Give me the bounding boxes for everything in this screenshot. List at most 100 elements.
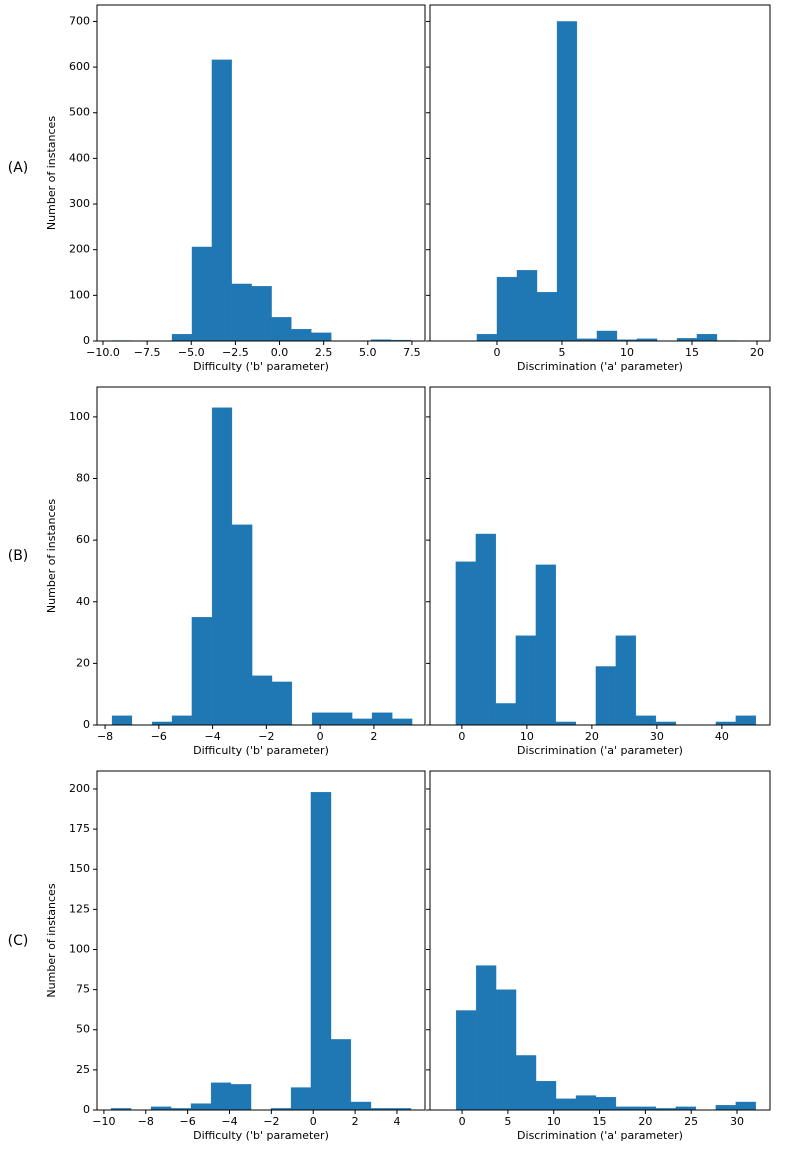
- x-axis-label: Difficulty ('b' parameter): [193, 744, 329, 757]
- y-tick-label: 0: [83, 334, 90, 347]
- bar: [715, 1105, 736, 1111]
- bar: [271, 317, 292, 342]
- x-tick-label: 4: [393, 1115, 400, 1128]
- y-axis-label: Number of instances: [45, 499, 58, 613]
- row-label: (B): [8, 548, 29, 564]
- axes-frame: [96, 386, 426, 726]
- y-tick-label: 200: [69, 782, 90, 795]
- bar: [496, 276, 518, 342]
- axes-frame: [96, 770, 426, 1111]
- y-tick-label: 125: [69, 902, 90, 915]
- row-label: (A): [8, 160, 29, 176]
- y-tick-label: 40: [76, 595, 90, 608]
- y-tick-label: 0: [83, 1103, 90, 1116]
- bar: [351, 718, 373, 726]
- x-axis-label: Difficulty ('b' parameter): [193, 360, 329, 373]
- bar: [331, 712, 353, 726]
- x-tick-label: −6: [151, 730, 167, 743]
- bar: [211, 59, 232, 342]
- bar: [171, 334, 193, 342]
- bar: [230, 1084, 252, 1111]
- y-tick-label: 600: [69, 60, 90, 73]
- x-tick-label: 5: [558, 346, 565, 359]
- y-tick-label: 60: [76, 533, 90, 546]
- x-tick-label: 20: [585, 730, 599, 743]
- y-tick-label: 175: [69, 822, 90, 835]
- x-tick-label: 40: [715, 730, 729, 743]
- y-tick-label: 200: [69, 243, 90, 256]
- bar: [696, 334, 718, 342]
- y-axis-label: Number of instances: [45, 883, 58, 997]
- x-tick-label: 7.5: [403, 346, 421, 359]
- bar: [595, 666, 617, 726]
- y-tick-label: 50: [76, 1023, 90, 1036]
- x-tick-label: −10.0: [86, 346, 120, 359]
- x-axis-label: Discrimination ('a' parameter): [517, 360, 683, 373]
- y-tick-label: 75: [76, 983, 90, 996]
- x-axis-label: Difficulty ('b' parameter): [193, 1129, 329, 1142]
- bar: [475, 965, 497, 1111]
- x-tick-label: −10: [92, 1115, 115, 1128]
- row-label: (C): [8, 933, 29, 949]
- axes-frame: [429, 4, 771, 342]
- x-tick-label: 30: [650, 730, 664, 743]
- y-tick-label: 20: [76, 656, 90, 669]
- bar: [290, 1087, 312, 1111]
- x-tick-label: 0: [459, 1115, 466, 1128]
- bar: [476, 334, 498, 342]
- bar: [231, 524, 253, 726]
- bar: [536, 292, 558, 342]
- x-tick-label: 15: [593, 1115, 607, 1128]
- bar: [595, 1097, 617, 1111]
- bar: [392, 718, 413, 726]
- y-tick-label: 150: [69, 862, 90, 875]
- axes-frame: [96, 4, 426, 342]
- x-axis-label: Discrimination ('a' parameter): [517, 1129, 683, 1142]
- bar: [291, 328, 312, 342]
- x-tick-label: 25: [684, 1115, 698, 1128]
- x-axis-label: Discrimination ('a' parameter): [517, 744, 683, 757]
- bar: [515, 635, 537, 726]
- bar: [311, 332, 332, 342]
- bar: [556, 21, 578, 342]
- x-tick-label: 5: [504, 1115, 511, 1128]
- bar: [310, 792, 332, 1111]
- y-tick-label: 300: [69, 197, 90, 210]
- x-tick-label: 20: [750, 346, 764, 359]
- bar: [535, 1080, 557, 1111]
- bar: [475, 533, 497, 726]
- bar: [251, 286, 272, 342]
- bar: [575, 1095, 597, 1111]
- y-axis-label: Number of instances: [45, 116, 58, 230]
- x-tick-label: 20: [638, 1115, 652, 1128]
- x-tick-label: 0: [493, 346, 500, 359]
- bar: [535, 564, 557, 726]
- y-tick-label: 500: [69, 106, 90, 119]
- bar: [735, 715, 757, 726]
- axes-frame: [429, 386, 771, 726]
- x-tick-label: 2: [370, 730, 377, 743]
- bar: [555, 1098, 577, 1111]
- y-tick-label: 100: [69, 288, 90, 301]
- y-tick-label: 100: [69, 942, 90, 955]
- x-tick-label: 30: [730, 1115, 744, 1128]
- bar: [455, 561, 477, 726]
- y-tick-label: 25: [76, 1063, 90, 1076]
- x-tick-label: 10: [547, 1115, 561, 1128]
- x-tick-label: 0: [458, 730, 465, 743]
- x-tick-label: 0: [310, 1115, 317, 1128]
- bar: [371, 712, 393, 726]
- bar: [191, 617, 213, 726]
- x-tick-label: −8: [97, 730, 113, 743]
- bar: [596, 330, 618, 342]
- x-tick-label: −2: [258, 730, 274, 743]
- bar: [735, 1101, 756, 1111]
- x-tick-label: 0: [317, 730, 324, 743]
- bar: [211, 407, 233, 726]
- x-tick-label: −5.0: [178, 346, 205, 359]
- y-tick-label: 0: [83, 718, 90, 731]
- x-tick-label: −7.5: [134, 346, 161, 359]
- x-tick-label: −2: [263, 1115, 279, 1128]
- bar: [190, 1103, 212, 1111]
